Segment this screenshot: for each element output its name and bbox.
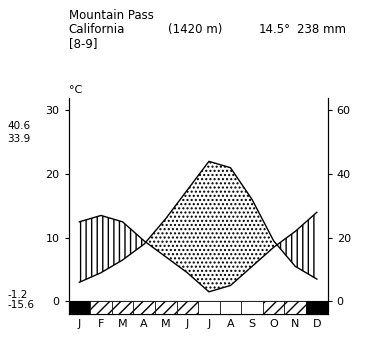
Bar bbox=[176, 302, 198, 314]
Text: -1.2: -1.2 bbox=[8, 290, 28, 300]
Text: [8-9]: [8-9] bbox=[69, 37, 97, 50]
Text: Mountain Pass: Mountain Pass bbox=[69, 9, 154, 22]
Bar bbox=[133, 302, 155, 314]
Text: 40.6: 40.6 bbox=[8, 121, 31, 131]
Text: 238 mm: 238 mm bbox=[297, 23, 346, 36]
Text: -15.6: -15.6 bbox=[8, 299, 35, 310]
Bar bbox=[90, 302, 112, 314]
Bar bbox=[220, 302, 241, 314]
Text: California: California bbox=[69, 23, 125, 36]
Bar bbox=[241, 302, 263, 314]
Bar bbox=[112, 302, 133, 314]
Bar bbox=[155, 302, 176, 314]
Bar bbox=[69, 302, 90, 314]
Bar bbox=[198, 302, 220, 314]
Bar bbox=[285, 302, 306, 314]
Text: 14.5°: 14.5° bbox=[259, 23, 291, 36]
Text: °C: °C bbox=[69, 84, 82, 95]
Bar bbox=[263, 302, 285, 314]
Bar bbox=[306, 302, 328, 314]
Text: 33.9: 33.9 bbox=[8, 134, 31, 144]
Text: (1420 m): (1420 m) bbox=[168, 23, 222, 36]
